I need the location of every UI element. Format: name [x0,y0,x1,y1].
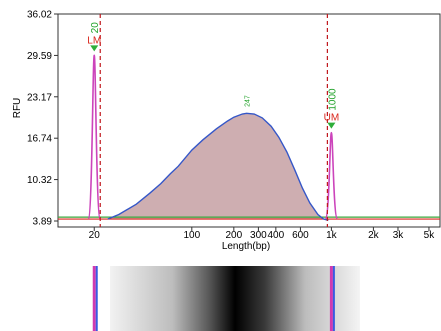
x-tick-label: 600 [292,230,309,241]
gel-marker-band-lm-blue [95,266,98,331]
x-tick-label: 300 [250,230,267,241]
y-tick-label: 23.17 [27,92,52,103]
marker-size-label: 1000 [327,88,338,111]
x-tick-label: 1k [326,230,338,241]
x-tick-label: 20 [89,230,101,241]
x-tick-label: 3k [393,230,405,241]
x-tick-label: 400 [267,230,284,241]
y-tick-label: 16.74 [27,134,52,145]
marker-arrow-icon [327,122,336,129]
marker-label: UM [324,113,340,124]
x-tick-label: 5k [424,230,436,241]
marker-label: LM [87,35,101,46]
marker-peak-lm [87,54,102,220]
y-axis-label: RFU [12,98,23,119]
peak-label: 247 [245,95,252,107]
x-tick-label: 200 [225,230,242,241]
x-axis-label: Length(bp) [222,241,270,252]
x-tick-label: 2k [368,230,380,241]
gel-marker-band-lm [92,266,96,331]
gel-image [0,262,441,331]
gel-marker-band-um [329,266,333,331]
x-tick-label: 100 [183,230,200,241]
gel-marker-band-um-blue [332,266,335,331]
smear-area [107,113,329,221]
marker-peak-um [324,131,339,220]
marker-size-label: 20 [90,22,101,34]
y-tick-label: 3.89 [33,217,53,228]
y-tick-label: 10.32 [27,175,52,186]
gel-smear-band [110,266,360,331]
y-tick-label: 29.59 [27,51,52,62]
y-tick-label: 36.02 [27,10,52,21]
marker-arrow-icon [90,45,99,52]
smear-line [107,112,329,221]
